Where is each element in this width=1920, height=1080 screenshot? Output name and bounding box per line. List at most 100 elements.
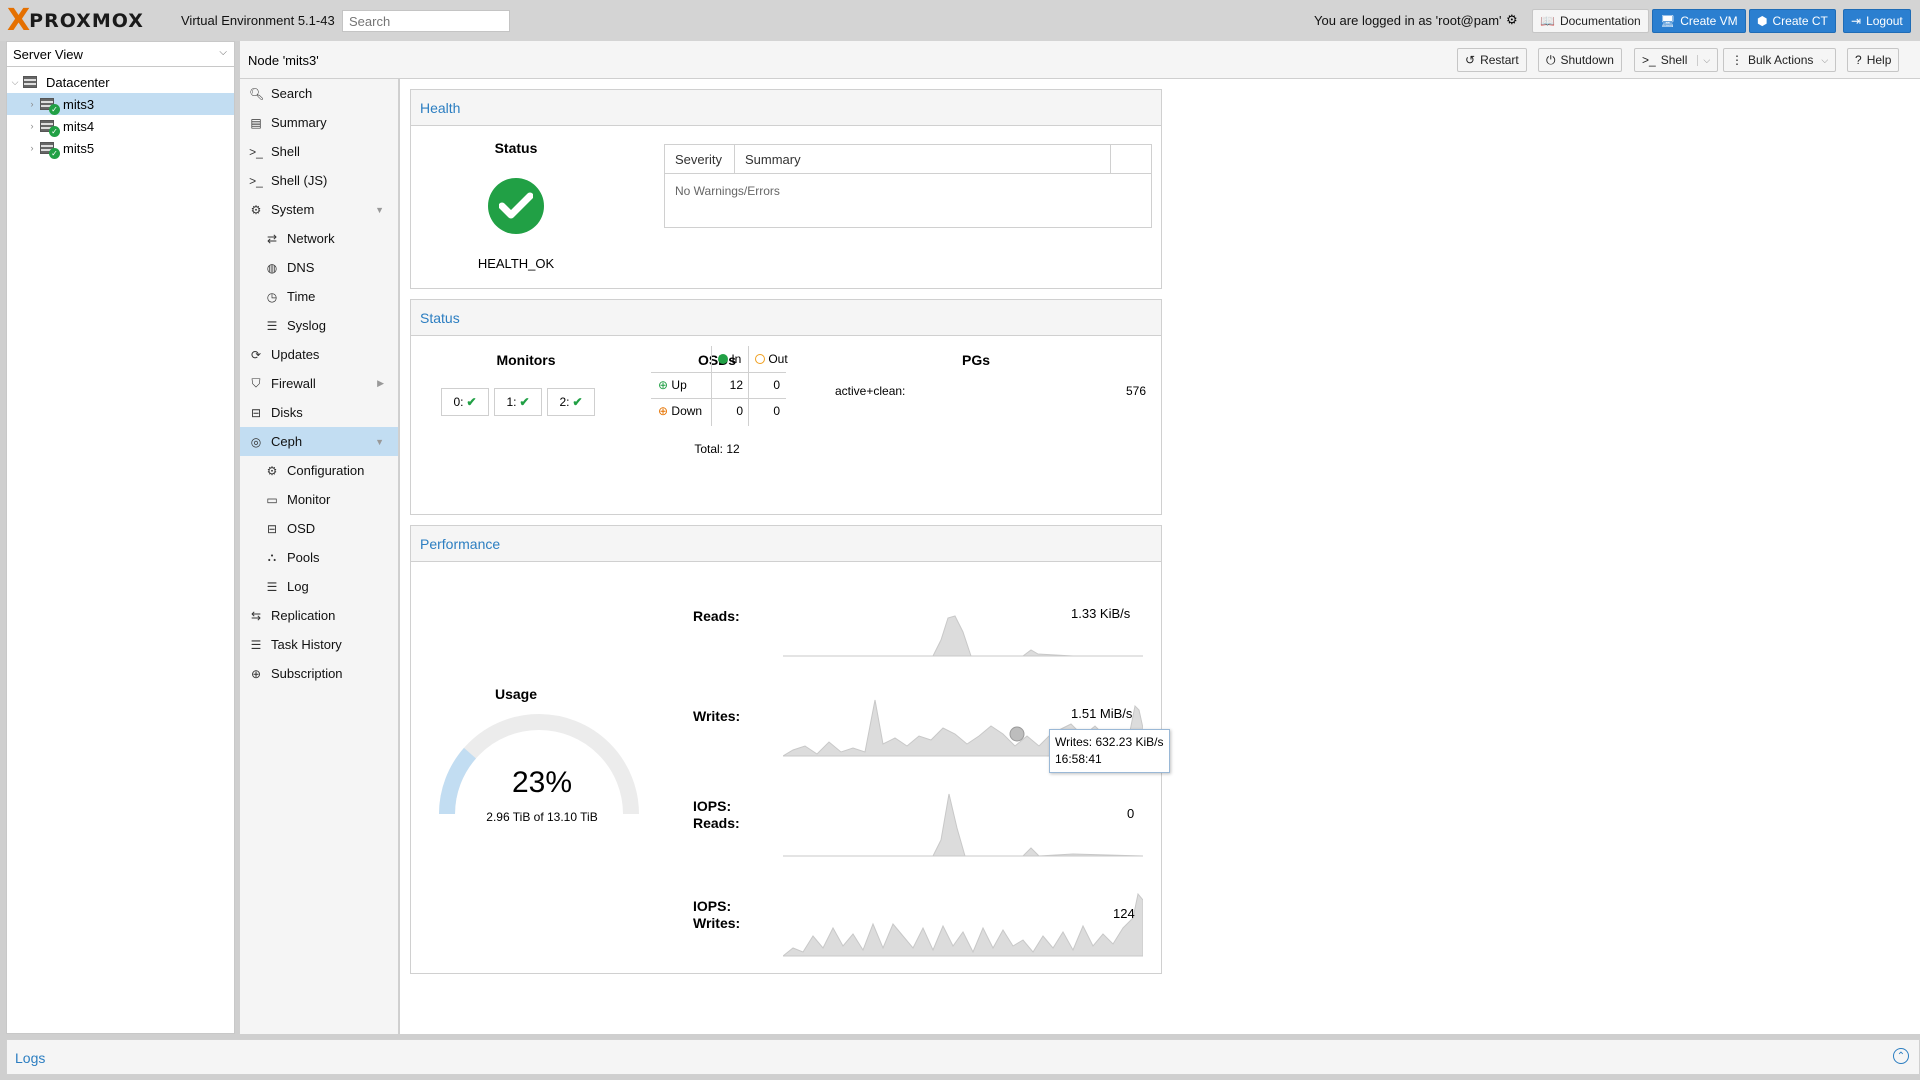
column-header-summary[interactable]: Summary (735, 145, 1111, 173)
help-button[interactable]: ? Help (1847, 48, 1900, 72)
expand-toggle-icon[interactable]: › (30, 121, 34, 131)
iops-reads-value: 0 (1127, 806, 1135, 821)
tree-item-mits5[interactable]: › ✓ mits5 (7, 137, 234, 159)
chevron-up-icon[interactable]: ⌃ (1893, 1048, 1909, 1064)
monitor-status-0[interactable]: 0: ✔ (441, 388, 489, 416)
expand-toggle-icon[interactable]: › (30, 143, 34, 153)
monitor-id: 2: (559, 395, 570, 409)
nav-item-label: Network (287, 231, 335, 246)
nav-item-label: Monitor (287, 492, 331, 507)
pg-state-label: active+clean: (835, 384, 906, 398)
user-settings-gear-icon[interactable]: ⚙ (1506, 12, 1518, 27)
chevron-down-icon: ▼ (375, 436, 384, 447)
restart-button[interactable]: ↺ Restart (1457, 48, 1527, 72)
logs-panel[interactable]: Logs ⌃ (6, 1039, 1920, 1075)
nav-item-label: Replication (271, 608, 336, 623)
shell-label: Shell (1660, 53, 1688, 67)
tooltip-time: 16:58:41 (1055, 752, 1102, 766)
arrow-circle-up-icon: ⊕ (658, 378, 669, 392)
sparkline-area (783, 892, 1143, 957)
osd-col-in: In (718, 352, 741, 366)
nav-item-updates[interactable]: ⟳ Updates (240, 340, 398, 369)
iops-writes-label-line2: Writes: (693, 915, 741, 931)
monitor-status-2[interactable]: 2: ✔ (547, 388, 595, 416)
bulk-actions-button[interactable]: ⋮ Bulk Actions ⌵ (1723, 48, 1837, 72)
monitor-id: 1: (506, 395, 517, 409)
nav-item-label: Shell (271, 144, 300, 159)
create-ct-label: Create CT (1772, 14, 1828, 28)
nav-item-shell-js[interactable]: >_ Shell (JS) (240, 166, 398, 195)
nav-item-firewall[interactable]: ⛉ Firewall ▶ (240, 369, 398, 398)
nav-item-dns[interactable]: ◍ DNS (240, 253, 398, 282)
monitor-status-1[interactable]: 1: ✔ (494, 388, 542, 416)
disk-icon: ⊟ (250, 405, 262, 420)
nav-item-network[interactable]: ⇄ Network (240, 224, 398, 253)
create-ct-button[interactable]: ⬢ Create CT (1749, 9, 1836, 33)
retweet-icon: ⇆ (250, 608, 262, 623)
create-vm-button[interactable]: 🖥 Create VM (1652, 9, 1746, 33)
nav-item-ceph-log[interactable]: ☰ Log (240, 572, 398, 601)
tree-item-label: mits3 (63, 96, 95, 112)
nav-item-syslog[interactable]: ☰ Syslog (240, 311, 398, 340)
nav-item-shell[interactable]: >_ Shell (240, 137, 398, 166)
iops-reads-label: IOPS: Reads: (693, 798, 740, 832)
chevron-down-icon: ⌵ (219, 47, 227, 58)
in-dot-icon (718, 354, 728, 364)
nav-item-label: System (271, 202, 315, 217)
nav-item-ceph-configuration[interactable]: ⚙ Configuration (240, 456, 398, 485)
osd-grid-divider (711, 346, 712, 426)
osd-col-out: Out (755, 352, 788, 366)
nav-item-label: Subscription (271, 666, 343, 681)
sparkline-area (783, 615, 1143, 657)
nav-item-label: Time (287, 289, 316, 304)
osd-row-up-label: Up (671, 378, 687, 392)
chevron-down-icon: ⌵ (1821, 54, 1829, 65)
nav-item-time[interactable]: ◷ Time (240, 282, 398, 311)
table-header: Severity Summary (665, 145, 1151, 174)
monitor-icon: ▭ (266, 492, 278, 507)
nav-item-search[interactable]: 🔍︎ Search (240, 79, 398, 108)
nav-item-system[interactable]: ⚙ System ▼ (240, 195, 398, 224)
nav-item-label: Search (271, 86, 313, 101)
global-search-input[interactable] (342, 10, 510, 32)
clock-icon: ◷ (266, 289, 278, 304)
osd-grid-divider (651, 398, 786, 399)
usage-percent: 23% (511, 766, 573, 799)
nav-item-ceph[interactable]: ◎ Ceph ▼ (240, 427, 398, 456)
nav-item-disks[interactable]: ⊟ Disks (240, 398, 398, 427)
tooltip-value: Writes: 632.23 KiB/s (1055, 735, 1164, 749)
nav-item-ceph-monitor[interactable]: ▭ Monitor (240, 485, 398, 514)
osd-grid-divider (748, 346, 749, 426)
osd-grid-divider (651, 372, 786, 373)
shell-button[interactable]: >_ Shell ⌵ (1634, 48, 1719, 72)
terminal-icon: >_ (249, 144, 263, 159)
power-icon: ⏻ (1546, 52, 1556, 67)
tree-item-mits4[interactable]: › ✓ mits4 (7, 115, 234, 137)
chevron-down-icon[interactable]: ⌵ (1697, 54, 1710, 66)
reads-value: 1.33 KiB/s (1071, 606, 1131, 621)
shutdown-button[interactable]: ⏻ Shutdown (1538, 48, 1622, 72)
osd-col-in-label: In (731, 352, 742, 366)
check-icon: ✔ (466, 395, 477, 409)
tree-item-datacenter[interactable]: ⌵ Datacenter (7, 71, 234, 93)
nav-item-ceph-pools[interactable]: ⛬ Pools (240, 543, 398, 572)
nav-item-ceph-osd[interactable]: ⊟ OSD (240, 514, 398, 543)
expand-toggle-icon[interactable]: › (30, 99, 34, 109)
check-icon: ✔ (519, 395, 530, 409)
writes-label: Writes: (693, 708, 741, 724)
pg-state-count: 576 (1125, 384, 1146, 398)
nav-item-summary[interactable]: ▤ Summary (240, 108, 398, 137)
nav-item-subscription[interactable]: ⊕ Subscription (240, 659, 398, 688)
collapse-toggle-icon[interactable]: ⌵ (11, 76, 19, 87)
nav-item-label: Task History (271, 637, 342, 652)
terminal-icon: >_ (249, 173, 263, 188)
nav-item-task-history[interactable]: ☰ Task History (240, 630, 398, 659)
support-icon: ⊕ (250, 666, 262, 681)
tree-item-mits3[interactable]: › ✓ mits3 (7, 93, 234, 115)
health-ok-check-icon (488, 178, 544, 234)
logout-button[interactable]: ⇥ Logout (1843, 9, 1911, 33)
view-selector[interactable]: Server View ⌵ (7, 42, 234, 67)
documentation-button[interactable]: 📖 Documentation (1532, 9, 1649, 33)
column-header-severity[interactable]: Severity (665, 145, 735, 173)
nav-item-replication[interactable]: ⇆ Replication (240, 601, 398, 630)
